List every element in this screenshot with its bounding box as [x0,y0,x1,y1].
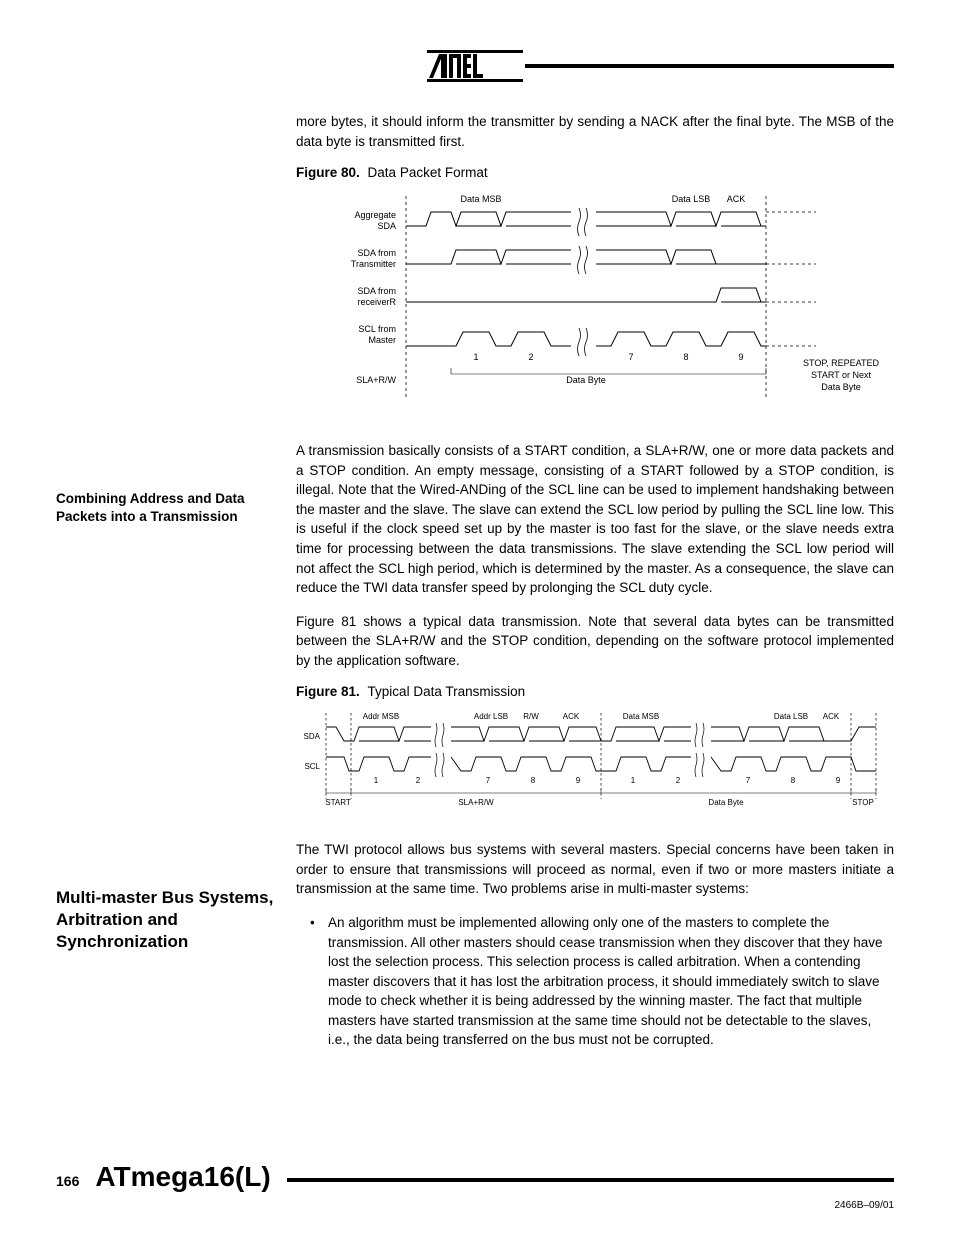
fig80-row4-label-a: SCL from [358,324,396,334]
fig80-bottom-databyte: Data Byte [566,375,606,385]
fig80-row3-label-a: SDA from [357,286,396,296]
fig81-bottom-stop: STOP [852,798,874,807]
fig81-bottom-databyte: Data Byte [708,798,744,807]
section1-para1: A transmission basically consists of a S… [296,441,894,598]
footer-rule [287,1178,894,1182]
fig81-clk-l8: 8 [531,776,536,785]
fig81-rw: R/W [523,712,539,721]
figure80-label: Figure 80. [296,165,360,180]
atmel-logo: ATMEL [427,50,523,82]
fig80-bottom-stop3: Data Byte [821,382,861,392]
fig81-scl-label: SCL [304,762,320,771]
section2-heading: Multi-master Bus Systems, Arbitration an… [56,887,286,953]
fig81-sda-label: SDA [304,732,321,741]
fig80-label-datamsb: Data MSB [460,194,501,204]
fig80-bottom-sla: SLA+R/W [356,375,396,385]
chip-name: ATmega16(L) [95,1161,270,1193]
fig80-row2-label-a: SDA from [357,248,396,258]
fig81-clk-r9: 9 [836,776,841,785]
fig81-clk-r7: 7 [746,776,751,785]
fig81-clk-l1: 1 [374,776,379,785]
page-number: 166 [56,1173,79,1189]
intro-paragraph: more bytes, it should inform the transmi… [296,112,894,151]
fig81-clk-l9: 9 [576,776,581,785]
bullet-icon: • [310,913,328,1050]
figure80-caption: Figure 80. Data Packet Format [296,165,894,180]
figure81-label: Figure 81. [296,684,360,699]
figure81-diagram: Addr MSB Addr LSB R/W ACK Data MSB Data … [296,707,894,822]
fig81-addrlsb: Addr LSB [474,712,508,721]
fig80-clk-2: 2 [528,352,533,362]
fig81-clk-l2: 2 [416,776,421,785]
figure81-title: Typical Data Transmission [368,684,526,699]
fig81-clk-r2: 2 [676,776,681,785]
fig81-bottom-sla: SLA+R/W [458,798,494,807]
fig80-row1-label-a: Aggregate [354,210,396,220]
fig80-clk-9: 9 [738,352,743,362]
section1-para2: Figure 81 shows a typical data transmiss… [296,612,894,671]
fig80-row2-label-b: Transmitter [351,259,396,269]
fig81-ack1: ACK [563,712,580,721]
fig80-label-datalsb: Data LSB [672,194,711,204]
fig80-bottom-stop2: START or Next [811,370,872,380]
fig81-datamsb: Data MSB [623,712,659,721]
doc-id: 2466B–09/01 [834,1200,894,1211]
section1-side-heading: Combining Address and Data Packets into … [56,490,286,526]
section2-bullet: • An algorithm must be implemented allow… [310,913,894,1050]
fig81-ack2: ACK [823,712,840,721]
header-rule [525,64,894,68]
fig81-clk-r8: 8 [791,776,796,785]
fig80-label-ack: ACK [727,194,746,204]
fig80-clk-8: 8 [683,352,688,362]
figure80-diagram: Data MSB Data LSB ACK Aggregate SDA SDA … [296,188,894,423]
fig80-bottom-stop1: STOP, REPEATED [803,358,880,368]
section2-para: The TWI protocol allows bus systems with… [296,840,894,899]
fig81-bottom-start: START [325,798,351,807]
figure81-caption: Figure 81. Typical Data Transmission [296,684,894,699]
fig81-clk-r1: 1 [631,776,636,785]
section2-bullet-text: An algorithm must be implemented allowin… [328,913,894,1050]
fig81-datalsb: Data LSB [774,712,808,721]
page-footer: 166 ATmega16(L) 2466B–09/01 [56,1161,894,1193]
fig80-clk-1: 1 [473,352,478,362]
fig80-row1-label-b: SDA [377,221,396,231]
fig80-clk-7: 7 [628,352,633,362]
fig80-row3-label-b: receiverR [357,297,396,307]
fig81-addrmsb: Addr MSB [363,712,399,721]
fig81-clk-l7: 7 [486,776,491,785]
fig80-row4-label-b: Master [368,335,396,345]
figure80-title: Data Packet Format [368,165,488,180]
